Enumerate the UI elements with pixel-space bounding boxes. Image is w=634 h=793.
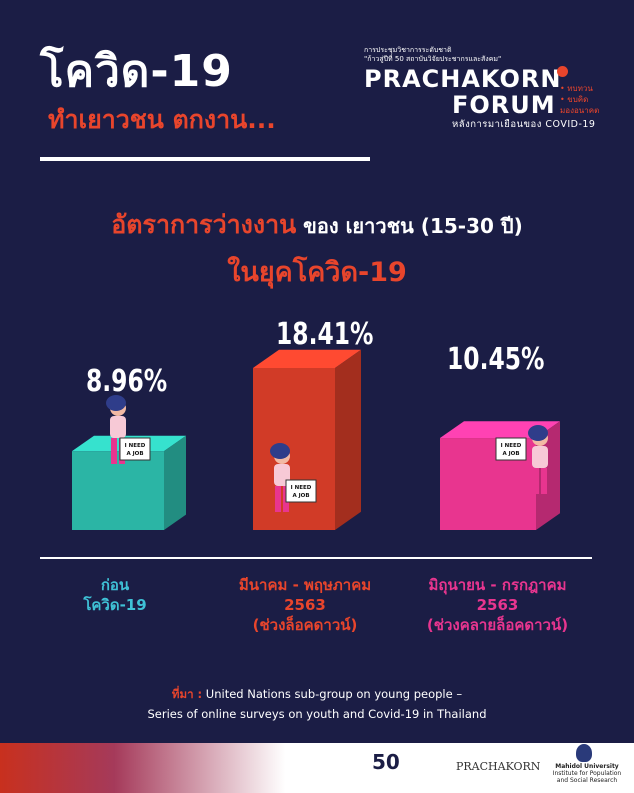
bar-side	[164, 435, 186, 530]
job-sign-icon	[495, 437, 527, 461]
heading-red-part: อัตราการว่างงาน	[111, 210, 297, 239]
title-line1: โควิด-19	[40, 46, 233, 97]
chart-heading-line1: อัตราการว่างงาน ของ เยาวชน (15-30 ปี)	[0, 205, 634, 245]
bar-side	[335, 349, 361, 530]
category-line: 2563	[476, 596, 519, 614]
person-leg-icon	[111, 438, 117, 464]
category-line: 2563	[284, 596, 326, 614]
source-line1: United Nations sub-group on young people…	[202, 687, 463, 701]
category-line: (ช่วงล็อคดาวน์)	[252, 616, 358, 634]
source-note: ที่มา : United Nations sub-group on youn…	[0, 684, 634, 724]
chart-heading-line2: ในยุคโควิด-19	[227, 257, 407, 288]
forum-conference-text: การประชุมวิชาการระดับชาติ "ก้าวสู่ปีที่ …	[364, 46, 501, 64]
forum-tags: • ทบทวน • ขบคิด มองอนาคต	[560, 83, 599, 116]
category-label: ก่อน โควิด-19	[50, 575, 180, 615]
job-sign-icon	[119, 437, 151, 461]
person-hair-icon	[106, 395, 126, 411]
category-line: โควิด-19	[83, 596, 147, 614]
job-sign-icon	[285, 479, 317, 503]
data-label: 18.41%	[276, 317, 374, 352]
bar-front	[72, 451, 164, 530]
title-underline	[40, 157, 370, 161]
prachakorn-logo: PRACHAKORN	[456, 760, 541, 773]
job-sign-text: A JOB	[292, 493, 309, 499]
category-line: (ช่วงคลายล็อคดาวน์)	[426, 616, 569, 634]
person-body-icon	[532, 446, 548, 468]
forum-small-line1: การประชุมวิชาการระดับชาติ	[364, 46, 452, 54]
category-label: มิถุนายน - กรกฎาคม 2563 (ช่วงคลายล็อคดาว…	[405, 575, 590, 635]
forum-dot-icon	[557, 66, 568, 77]
source-label: ที่มา :	[171, 687, 203, 701]
mahidol-logo-text: Mahidol University Institute for Populat…	[552, 763, 622, 784]
data-label: 8.96%	[86, 364, 168, 399]
heading-white-part: ของ เยาวชน (15-30 ปี)	[296, 214, 523, 238]
job-sign-text: I NEED	[125, 443, 146, 449]
person-leg-icon	[533, 468, 539, 494]
category-line: ก่อน	[100, 576, 130, 594]
person-leg-icon	[541, 468, 547, 494]
bar-chart: I NEED A JOB I NEED A JOB I NEED A JOB	[72, 349, 560, 530]
bar-top	[253, 349, 361, 368]
footer-band	[0, 743, 634, 793]
mahidol-emblem-icon	[576, 744, 592, 762]
title-line2: ทำเยาวชน ตกงาน...	[48, 105, 276, 134]
person-body-icon	[110, 416, 126, 438]
mahidol-line3: and Social Research	[556, 777, 618, 784]
job-sign-text: I NEED	[501, 443, 522, 449]
mahidol-line2: Institute for Population	[552, 770, 622, 777]
job-sign-text: I NEED	[291, 485, 312, 491]
forum-small-line2: "ก้าวสู่ปีที่ 50 สถาบันวิจัยประชากรและสั…	[364, 55, 502, 63]
category-line: มีนาคม - พฤษภาคม	[238, 576, 372, 594]
person-leg-icon	[275, 486, 281, 512]
category-line: มิถุนายน - กรกฎาคม	[428, 576, 567, 594]
anniversary-logo: 50	[372, 750, 400, 774]
forum-name-line2: FORUM	[452, 91, 556, 119]
forum-tag: • ทบทวน	[560, 84, 593, 93]
forum-logo-text: PRACHAKORN FORUM	[364, 66, 561, 118]
category-label: มีนาคม - พฤษภาคม 2563 (ช่วงล็อคดาวน์)	[220, 575, 390, 635]
person-hair-icon	[528, 425, 548, 441]
forum-name-line1: PRACHAKORN	[364, 65, 562, 93]
source-line2: Series of online surveys on youth and Co…	[147, 707, 487, 721]
forum-tag: • ขบคิด	[560, 95, 589, 104]
mahidol-line1: Mahidol University	[555, 763, 619, 770]
data-label: 10.45%	[447, 342, 545, 377]
forum-subtitle: หลังการมาเยือนของ COVID-19	[452, 119, 596, 130]
forum-tag: มองอนาคต	[560, 106, 600, 115]
chart-baseline	[40, 557, 592, 559]
job-sign-text: A JOB	[502, 451, 519, 457]
bar-front	[253, 367, 335, 530]
job-sign-text: A JOB	[126, 451, 143, 457]
person-hair-icon	[270, 443, 290, 459]
